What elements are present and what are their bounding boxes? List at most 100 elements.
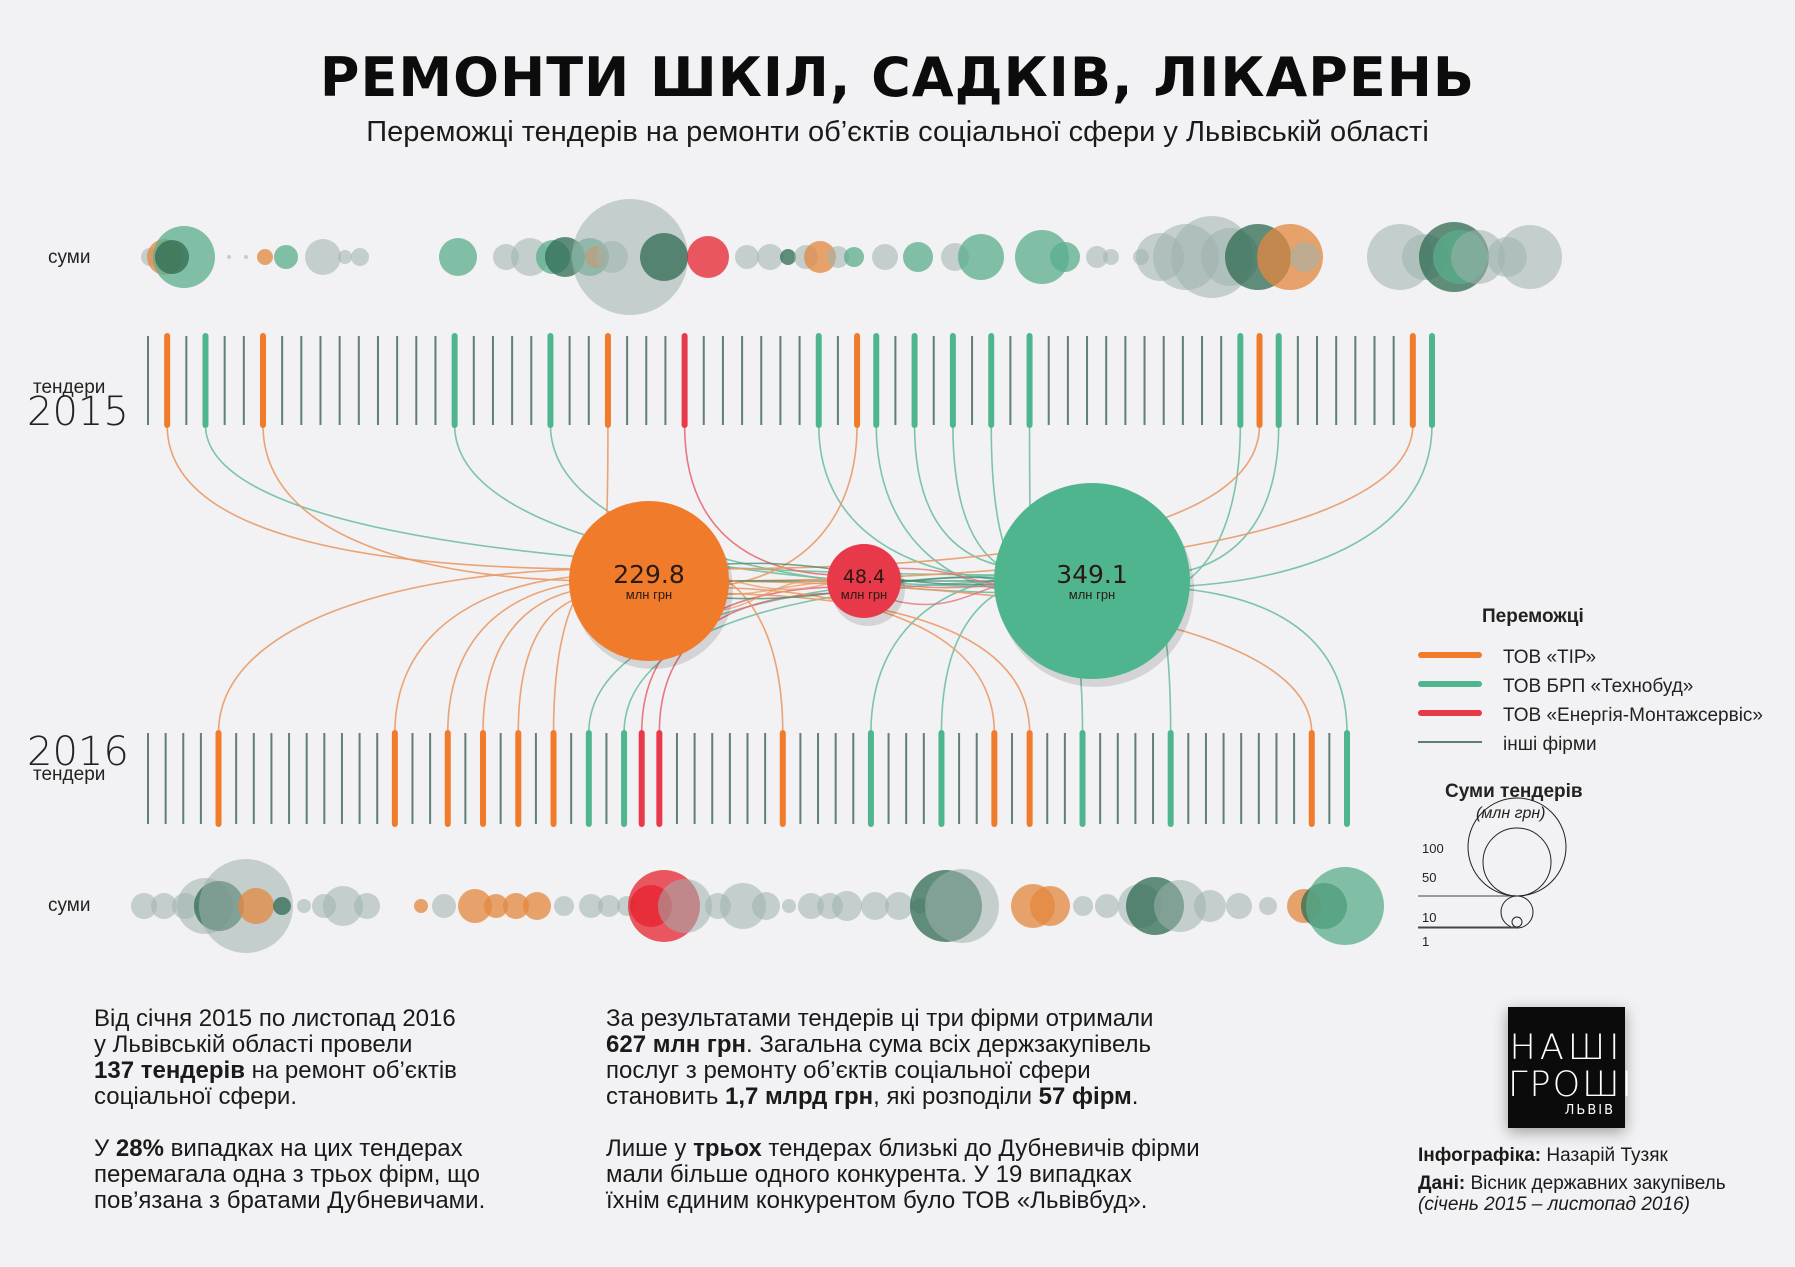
col2-span: Лише у — [606, 1135, 694, 1162]
col1-span: випадках на цих тендерах — [163, 1135, 463, 1162]
sum-bubble — [554, 896, 574, 916]
col2-line: Лише у трьох тендерах близькі до Дубневи… — [606, 1136, 1200, 1162]
sum-bubble — [827, 246, 849, 268]
sum-bubble — [1451, 230, 1505, 284]
legend-item-tekhnobud: ТОВ БРП «Технобуд» — [1418, 676, 1693, 697]
size-scale-legend: 100 50 10 1 — [1418, 797, 1567, 949]
tenders-2016-word: тендери — [33, 764, 105, 785]
sums-top-label: суми — [48, 247, 90, 268]
sum-bubble — [414, 899, 428, 913]
connection-curve-2015 — [1150, 424, 1433, 588]
col1-bold: 28% — [115, 1135, 164, 1162]
sum-bubble — [735, 245, 759, 269]
hub-value: 229.8 — [613, 560, 685, 589]
col2-bold: 627 млн грн — [606, 1031, 747, 1058]
sum-bubble — [1103, 249, 1119, 265]
hub-value: 349.1 — [1056, 560, 1128, 589]
col2-span: . Загальна сума всіх держзакупівель — [746, 1031, 1152, 1058]
sum-bubble — [273, 897, 291, 915]
sum-bubble — [205, 254, 211, 260]
sum-bubble — [658, 879, 712, 933]
sum-bubble — [305, 239, 341, 275]
hub-circle — [569, 501, 729, 661]
sum-bubble — [1015, 230, 1069, 284]
col1-bold: 137 тендерів — [94, 1057, 245, 1084]
sum-bubble — [925, 869, 999, 943]
col2-line: За результатами тендерів ці три фірми от… — [606, 1005, 1154, 1032]
legend-item-other: інші фірми — [1418, 734, 1597, 755]
page-subtitle: Переможці тендерів на ремонти об’єктів с… — [366, 116, 1429, 148]
col2-span: становить — [606, 1083, 725, 1110]
year-2016-label: 2016 — [27, 729, 129, 775]
legend-swatch-other — [1418, 741, 1482, 743]
sum-bubble — [640, 233, 688, 281]
connection-curve-2015 — [817, 424, 1034, 582]
text-column-2: За результатами тендерів ці три фірми от… — [606, 1006, 1200, 1214]
sum-bubble — [780, 249, 796, 265]
hub-unit: млн грн — [1069, 587, 1115, 602]
tender-ticks-2016 — [147, 730, 1350, 827]
col2-line: становить 1,7 млрд грн, які розподіли 57… — [606, 1084, 1200, 1110]
legend-label-tekhnobud: ТОВ БРП «Технобуд» — [1503, 676, 1693, 697]
connection-curves — [166, 424, 1433, 734]
sum-bubble — [1154, 880, 1206, 932]
sum-bubble — [832, 891, 862, 921]
hub-circle — [827, 544, 901, 618]
size-label: 50 — [1422, 870, 1436, 885]
size-circle — [1511, 916, 1523, 928]
sum-bubble — [598, 895, 620, 917]
size-circle — [1500, 895, 1534, 929]
connection-curve-2016 — [394, 574, 610, 734]
sum-bubble — [687, 236, 729, 278]
sum-bubble — [338, 250, 352, 264]
sum-bubble — [351, 248, 369, 266]
size-circle — [1482, 827, 1552, 897]
sum-bubble — [244, 255, 248, 259]
sum-bubble — [1306, 867, 1384, 945]
sum-bubble — [432, 894, 456, 918]
year-2015-label: 2015 — [27, 389, 129, 435]
legend-title: Переможці — [1482, 606, 1584, 627]
sum-bubble — [458, 889, 492, 923]
size-label: 1 — [1422, 934, 1429, 949]
credit-data-source: Вісник державних закупівель — [1465, 1173, 1726, 1194]
credit-data: Дані: Вісник державних закупівель — [1418, 1173, 1726, 1194]
hub-value: 48.4 — [843, 566, 885, 588]
sum-bubble — [151, 893, 177, 919]
legend-item-tir: ТОВ «ТІР» — [1418, 647, 1596, 668]
connection-curve-2016 — [688, 586, 996, 734]
sum-bubble — [757, 244, 783, 270]
legend-label-tir: ТОВ «ТІР» — [1503, 647, 1596, 668]
page-title: РЕМОНТИ ШКІЛ, САДКІВ, ЛІКАРЕНЬ — [319, 46, 1476, 109]
sum-bubble — [257, 249, 273, 265]
col1-line: Від січня 2015 по листопад 2016 — [94, 1005, 456, 1032]
sums-bottom-label: суми — [48, 895, 90, 916]
credit-data-label: Дані: — [1418, 1173, 1466, 1194]
sum-bubble — [958, 234, 1004, 280]
sum-bubble — [844, 247, 864, 267]
col1-span: У — [94, 1135, 116, 1162]
sum-bubble — [503, 893, 529, 919]
sum-bubble — [872, 244, 898, 270]
sum-bubble — [1194, 890, 1226, 922]
sum-bubble — [752, 892, 780, 920]
col1-span: на ремонт об’єктів — [244, 1057, 457, 1084]
logo-line-2: ГРОШІ — [1508, 1065, 1634, 1105]
sum-bubble — [1290, 242, 1320, 272]
hub-unit: млн грн — [626, 587, 672, 602]
sum-bubble — [579, 894, 603, 918]
legend-swatch-energia — [1418, 710, 1482, 716]
size-label: 100 — [1422, 841, 1444, 856]
connection-curve-2015 — [683, 424, 842, 576]
legend-label-energia: ТОВ «Енергія-Монтажсервіс» — [1503, 705, 1763, 726]
sums-row-2015 — [141, 199, 1562, 315]
sum-bubble — [804, 241, 836, 273]
hub-circle — [994, 483, 1190, 679]
logo-line-3: ЛЬВІВ — [1564, 1103, 1615, 1118]
col2-span: , які розподіли — [873, 1083, 1039, 1110]
sum-bubble — [720, 883, 766, 929]
sums-row-2016 — [131, 859, 1384, 953]
legend-item-energia: ТОВ «Енергія-Монтажсервіс» — [1418, 705, 1763, 726]
col2-line: мали більше одного конкурента. У 19 випа… — [606, 1161, 1132, 1188]
